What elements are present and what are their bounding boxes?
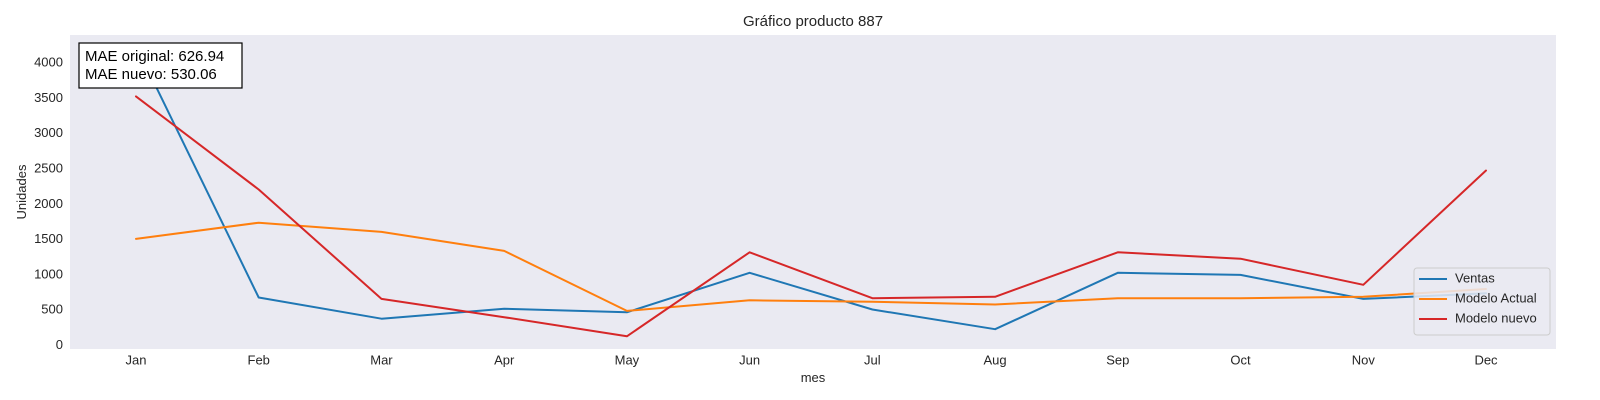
chart-title: Gráfico producto 887 bbox=[743, 13, 883, 30]
x-tick-label: Dec bbox=[1474, 353, 1498, 368]
y-tick-label: 2500 bbox=[34, 161, 63, 176]
y-tick-label: 0 bbox=[56, 337, 63, 352]
y-tick-label: 1500 bbox=[34, 231, 63, 246]
y-tick-label: 3000 bbox=[34, 125, 63, 140]
series-line-2 bbox=[135, 221, 1487, 312]
y-axis-ticks: 0 500 1000 1500 2000 2500 3000 3500 4000 bbox=[34, 55, 63, 352]
x-tick-label: Feb bbox=[248, 353, 270, 368]
annotation-mae-original: MAE original: 626.94 bbox=[85, 48, 224, 65]
legend-label: Modelo Actual bbox=[1455, 290, 1537, 305]
x-tick-label: May bbox=[615, 353, 640, 368]
x-tick-label: Jan bbox=[126, 353, 147, 368]
legend: Ventas Modelo Actual Modelo nuevo bbox=[1413, 267, 1551, 336]
legend-label: Modelo nuevo bbox=[1455, 310, 1537, 325]
series-lines bbox=[135, 44, 1487, 338]
x-axis-title: mes bbox=[801, 370, 826, 385]
annotation-mae-nuevo: MAE nuevo: 530.06 bbox=[85, 66, 217, 83]
y-tick-label: 2000 bbox=[34, 196, 63, 211]
legend-label: Ventas bbox=[1455, 270, 1495, 285]
x-axis-ticks: Jan Feb Mar Apr May Jun Jul Aug Sep Oct Nov Dec bbox=[126, 353, 1499, 368]
x-tick-label: Jun bbox=[739, 353, 760, 368]
series-line-1 bbox=[135, 44, 1487, 331]
series-line-3 bbox=[135, 95, 1487, 338]
annotation-box bbox=[78, 42, 243, 89]
y-tick-label: 500 bbox=[41, 302, 63, 317]
y-tick-label: 1000 bbox=[34, 266, 63, 281]
y-axis-title: Unidades bbox=[14, 164, 29, 219]
mae-annotation: MAE original: 626.94 MAE nuevo: 530.06 bbox=[78, 42, 243, 89]
y-tick-label: 3500 bbox=[34, 90, 63, 105]
y-tick-label: 4000 bbox=[34, 55, 63, 70]
x-tick-label: Apr bbox=[494, 353, 515, 368]
x-tick-label: Oct bbox=[1230, 353, 1251, 368]
legend-box bbox=[1413, 267, 1551, 336]
x-tick-label: Mar bbox=[370, 353, 393, 368]
x-tick-label: Aug bbox=[984, 353, 1007, 368]
x-tick-label: Jul bbox=[864, 353, 881, 368]
x-tick-label: Sep bbox=[1106, 353, 1129, 368]
x-tick-label: Nov bbox=[1352, 353, 1376, 368]
